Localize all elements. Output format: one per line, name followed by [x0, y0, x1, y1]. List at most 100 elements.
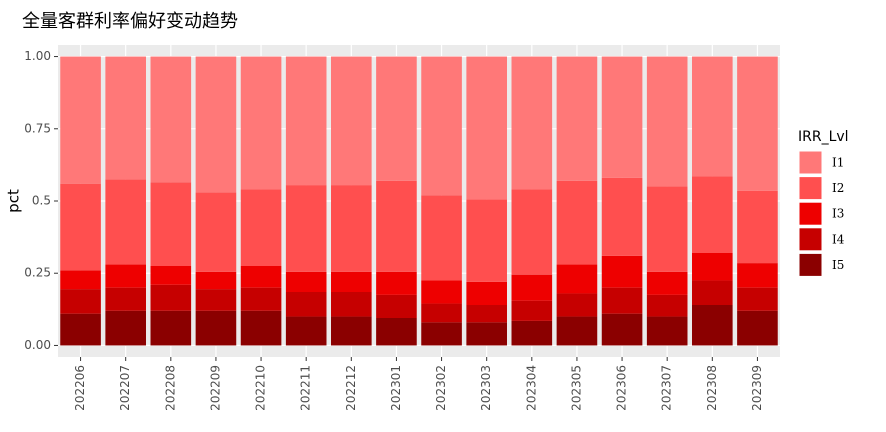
bar-segment: [421, 195, 462, 281]
bar-segment: [511, 274, 553, 301]
bar-segment: [692, 56, 733, 177]
bar-segment: [646, 316, 688, 346]
x-tick-label: 202211: [299, 365, 313, 411]
bar-segment: [105, 287, 146, 311]
y-tick-label: 0.00: [24, 338, 51, 352]
bar-segment: [105, 310, 146, 346]
bar-segment: [150, 56, 192, 183]
bar-segment: [556, 293, 598, 317]
x-tick-label: 202207: [118, 365, 132, 411]
bar-segment: [556, 56, 598, 181]
legend-label: I1: [832, 156, 844, 170]
x-tick-label: 202305: [569, 365, 583, 411]
legend-label: I5: [832, 258, 844, 272]
bar-segment: [331, 271, 372, 292]
bar-segment: [331, 316, 372, 346]
bar-segment: [150, 310, 192, 346]
y-tick-label: 0.5: [32, 194, 51, 208]
x-tick-label: 202208: [163, 365, 177, 411]
bar-segment: [195, 310, 237, 346]
x-tick-label: 202301: [389, 365, 403, 411]
bar-segment: [376, 294, 417, 318]
y-tick-label: 0.25: [24, 266, 51, 280]
legend-key: [798, 150, 823, 175]
bar-segment: [692, 253, 733, 281]
bar-segment: [285, 271, 327, 292]
bar-segment: [285, 185, 327, 272]
bar-segment: [466, 199, 507, 282]
bar-segment: [511, 300, 553, 321]
legend-key: [798, 252, 823, 277]
bar-segment: [692, 176, 733, 253]
bar-segment: [466, 322, 507, 346]
bar-segment: [737, 310, 778, 346]
bar-segment: [331, 56, 372, 186]
bar-segment: [556, 180, 598, 265]
bar-segment: [421, 322, 462, 346]
bar-segment: [150, 266, 192, 285]
bar-segment: [737, 287, 778, 311]
legend-key: [798, 176, 823, 201]
bar-segment: [285, 316, 327, 346]
bar-segment: [556, 264, 598, 294]
bar-segment: [60, 56, 101, 184]
x-tick-label: 202307: [660, 365, 674, 411]
legend-label: I4: [832, 232, 845, 246]
bar-segment: [105, 264, 146, 288]
bar-segment: [601, 287, 643, 314]
bar-segment: [240, 266, 282, 288]
legend-title: IRR_Lvl: [798, 129, 849, 145]
x-tick-label: 202302: [434, 365, 448, 411]
bar-segment: [556, 316, 598, 346]
bar-segment: [466, 56, 507, 200]
x-tick-label: 202306: [615, 365, 629, 411]
x-tick-label: 202309: [750, 365, 764, 411]
x-tick-label: 202210: [254, 365, 268, 411]
bar-segment: [511, 320, 553, 346]
chart-title: 全量客群利率偏好变动趋势: [22, 11, 238, 32]
legend-key: [798, 201, 823, 226]
bar-segment: [240, 56, 282, 190]
bar-segment: [331, 185, 372, 272]
x-tick-label: 202308: [705, 365, 719, 411]
bar-segment: [421, 56, 462, 196]
bar-segment: [466, 281, 507, 305]
bar-segment: [240, 310, 282, 346]
bar-segment: [646, 56, 688, 187]
bar-segment: [601, 313, 643, 346]
bar-segment: [240, 287, 282, 311]
bar-segment: [150, 284, 192, 311]
bar-segment: [376, 56, 417, 181]
bar-segment: [60, 313, 101, 346]
x-tick-label: 202212: [344, 365, 358, 411]
y-axis-title: pct: [5, 189, 23, 213]
bar-segment: [240, 189, 282, 266]
bar-segment: [195, 289, 237, 311]
bar-segment: [646, 186, 688, 272]
x-tick-label: 202209: [208, 365, 222, 411]
x-tick-label: 202206: [73, 365, 87, 411]
x-tick-label: 202303: [479, 365, 493, 411]
legend-label: I2: [832, 181, 844, 195]
bar-segment: [421, 280, 462, 304]
bar-segment: [692, 280, 733, 305]
bar-segment: [646, 294, 688, 317]
bar-segment: [331, 292, 372, 317]
bar-segment: [376, 180, 417, 272]
bar-segment: [737, 190, 778, 264]
bar-segment: [376, 318, 417, 346]
bar-segment: [601, 255, 643, 288]
bar-segment: [511, 56, 553, 190]
bar-segment: [737, 56, 778, 191]
bar-segment: [105, 56, 146, 180]
legend-label: I3: [832, 207, 844, 221]
x-tick-label: 202304: [524, 365, 538, 411]
bar-segment: [60, 183, 101, 271]
y-tick-label: 1.00: [24, 49, 51, 63]
y-tick-label: 0.75: [24, 121, 51, 135]
bar-segment: [511, 189, 553, 275]
bar-segment: [195, 271, 237, 290]
bar-segment: [60, 270, 101, 290]
bar-segment: [376, 271, 417, 295]
